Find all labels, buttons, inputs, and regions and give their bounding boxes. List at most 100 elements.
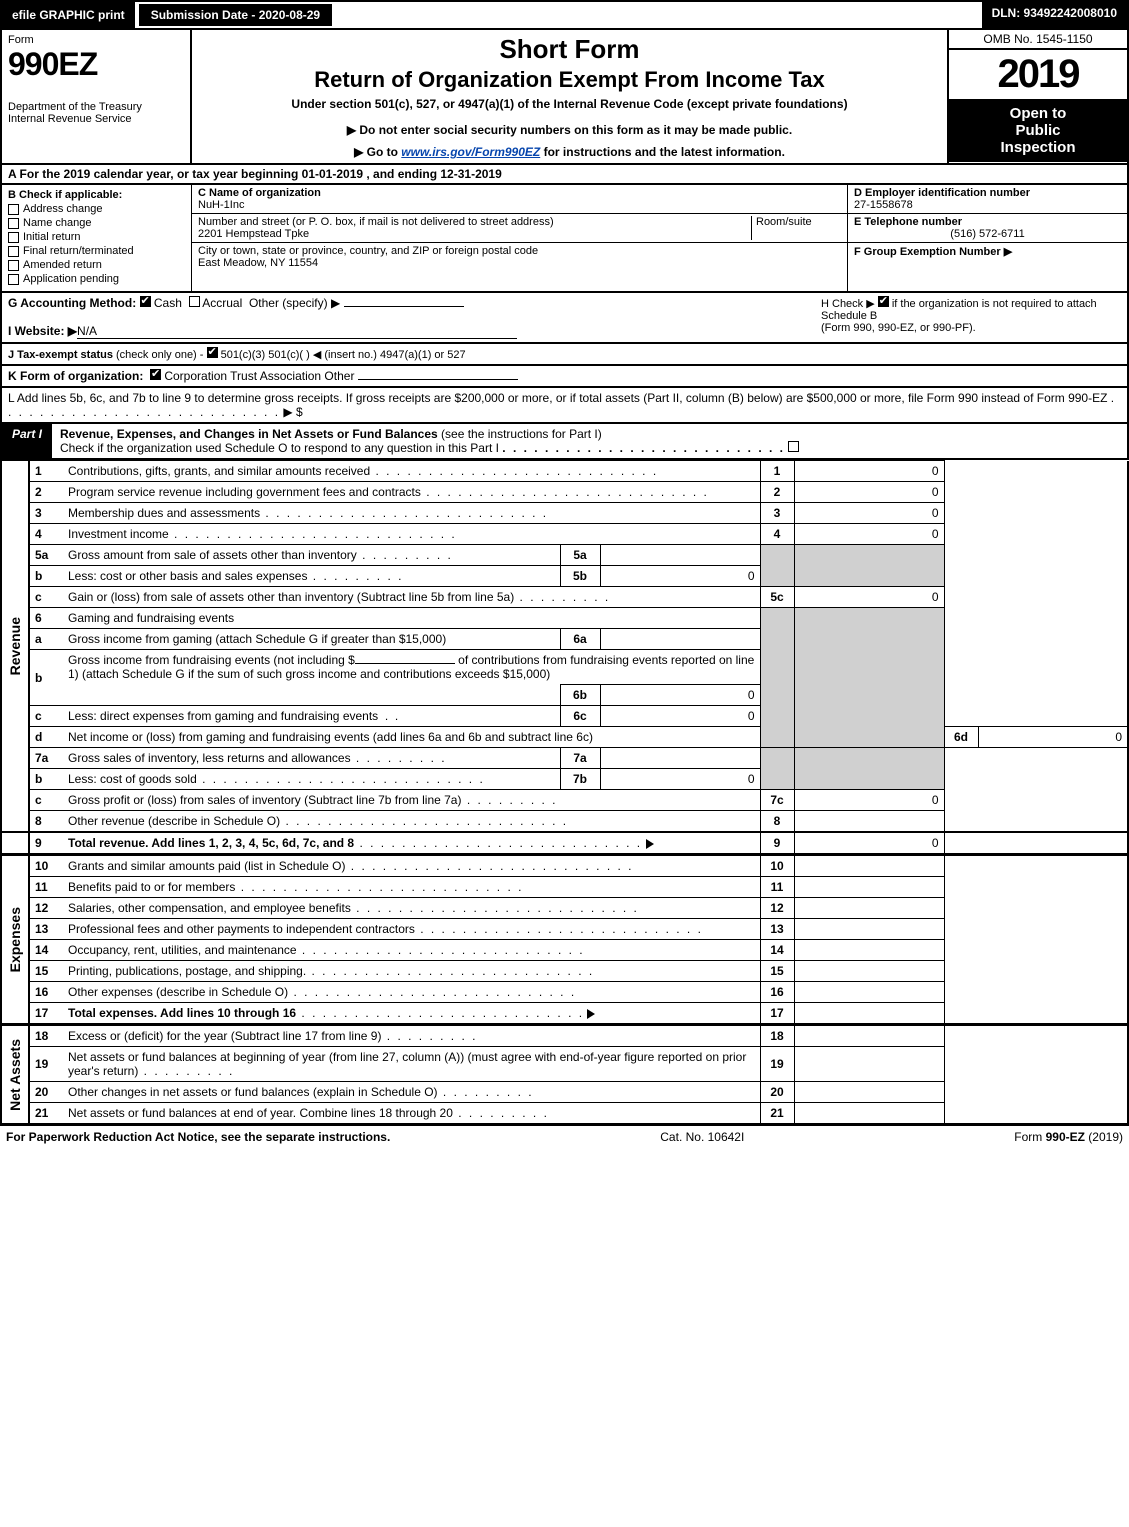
line-19: 19 Net assets or fund balances at beginn… bbox=[1, 1047, 1128, 1082]
line-5c: c Gain or (loss) from sale of assets oth… bbox=[1, 587, 1128, 608]
instructions-link-line: ▶ Go to www.irs.gov/Form990EZ for instru… bbox=[202, 145, 937, 159]
checkbox-icon bbox=[8, 246, 19, 257]
part-1-header: Part I Revenue, Expenses, and Changes in… bbox=[0, 424, 1129, 460]
line-7b: b Less: cost of goods sold 7b 0 bbox=[1, 769, 1128, 790]
line-5b: b Less: cost or other basis and sales ex… bbox=[1, 566, 1128, 587]
l12-amt bbox=[794, 898, 944, 919]
l16-amt bbox=[794, 982, 944, 1003]
l6-grey bbox=[760, 608, 794, 748]
l6b-contrib-input[interactable] bbox=[355, 663, 455, 664]
line-6b-2: 6b 0 bbox=[1, 685, 1128, 706]
link-post: for instructions and the latest informat… bbox=[540, 145, 785, 159]
line-17: 17 Total expenses. Add lines 10 through … bbox=[1, 1003, 1128, 1025]
l6a-amt bbox=[600, 629, 760, 650]
l7a-desc: Gross sales of inventory, less returns a… bbox=[63, 748, 560, 769]
line-13: 13 Professional fees and other payments … bbox=[1, 919, 1128, 940]
chk-schedule-b[interactable] bbox=[878, 296, 889, 307]
line-6c: c Less: direct expenses from gaming and … bbox=[1, 706, 1128, 727]
ein-value: 27-1558678 bbox=[854, 199, 913, 211]
line-1: Revenue 1 Contributions, gifts, grants, … bbox=[1, 461, 1128, 482]
chk-schedule-o[interactable] bbox=[788, 441, 799, 452]
l7-grey-amt bbox=[794, 748, 944, 790]
l14-amt bbox=[794, 940, 944, 961]
g-label: G Accounting Method: bbox=[8, 296, 136, 310]
section-k: K Form of organization: Corporation Trus… bbox=[0, 366, 1129, 388]
l6d-desc: Net income or (loss) from gaming and fun… bbox=[63, 727, 760, 748]
l2-num: 2 bbox=[29, 482, 63, 503]
form-number: 990EZ bbox=[8, 46, 184, 83]
return-title: Return of Organization Exempt From Incom… bbox=[202, 67, 937, 93]
part-1-title-text: Revenue, Expenses, and Changes in Net As… bbox=[60, 427, 438, 441]
l6a-desc: Gross income from gaming (attach Schedul… bbox=[63, 629, 560, 650]
l18-num: 18 bbox=[29, 1025, 63, 1047]
l5c-desc: Gain or (loss) from sale of assets other… bbox=[63, 587, 760, 608]
l8-num: 8 bbox=[29, 811, 63, 833]
chk-label-2: Initial return bbox=[23, 231, 80, 243]
l5b-desc: Less: cost or other basis and sales expe… bbox=[63, 566, 560, 587]
chk-final-return[interactable]: Final return/terminated bbox=[8, 245, 185, 257]
section-f: F Group Exemption Number ▶ bbox=[848, 243, 1127, 291]
expenses-side-label: Expenses bbox=[1, 855, 29, 1025]
h-text1: H Check ▶ bbox=[821, 298, 875, 310]
arrow-icon bbox=[646, 839, 654, 849]
l5c-ref: 5c bbox=[760, 587, 794, 608]
checkbox-icon bbox=[8, 274, 19, 285]
group-exemption-label: F Group Exemption Number ▶ bbox=[854, 246, 1012, 258]
l9-amt: 0 bbox=[794, 832, 944, 855]
chk-address-change[interactable]: Address change bbox=[8, 203, 185, 215]
chk-application-pending[interactable]: Application pending bbox=[8, 273, 185, 285]
section-gh: G Accounting Method: Cash Accrual Other … bbox=[0, 293, 1129, 344]
g-other-input[interactable] bbox=[344, 306, 464, 307]
line-6b-1: b Gross income from fundraising events (… bbox=[1, 650, 1128, 685]
l10-num: 10 bbox=[29, 855, 63, 877]
l10-ref: 10 bbox=[760, 855, 794, 877]
irs-link[interactable]: www.irs.gov/Form990EZ bbox=[401, 145, 540, 159]
l5b-num: b bbox=[29, 566, 63, 587]
chk-cash[interactable] bbox=[140, 296, 151, 307]
dln-label: DLN: 93492242008010 bbox=[982, 2, 1127, 28]
l9-num: 9 bbox=[29, 832, 63, 855]
chk-accrual[interactable] bbox=[189, 296, 200, 307]
open-inspection-badge: Open to Public Inspection bbox=[949, 99, 1127, 162]
l3-num: 3 bbox=[29, 503, 63, 524]
l5-grey-amt bbox=[794, 545, 944, 587]
g-cash: Cash bbox=[154, 296, 182, 310]
l5b-box: 5b bbox=[560, 566, 600, 587]
l14-desc: Occupancy, rent, utilities, and maintena… bbox=[63, 940, 760, 961]
l12-desc: Salaries, other compensation, and employ… bbox=[63, 898, 760, 919]
phone-label: E Telephone number bbox=[854, 216, 962, 228]
chk-501c3[interactable] bbox=[207, 347, 218, 358]
l15-desc: Printing, publications, postage, and shi… bbox=[63, 961, 760, 982]
line-6d: d Net income or (loss) from gaming and f… bbox=[1, 727, 1128, 748]
k-other-input[interactable] bbox=[358, 379, 518, 380]
checkbox-icon bbox=[8, 232, 19, 243]
l8-ref: 8 bbox=[760, 811, 794, 833]
ssn-note: ▶ Do not enter social security numbers o… bbox=[202, 123, 937, 137]
l9-desc: Total revenue. Add lines 1, 2, 3, 4, 5c,… bbox=[63, 832, 760, 855]
l9-ref: 9 bbox=[760, 832, 794, 855]
chk-initial-return[interactable]: Initial return bbox=[8, 231, 185, 243]
l18-desc: Excess or (deficit) for the year (Subtra… bbox=[63, 1025, 760, 1047]
section-l: L Add lines 5b, 6c, and 7b to line 9 to … bbox=[0, 388, 1129, 424]
chk-corporation[interactable] bbox=[150, 369, 161, 380]
l21-num: 21 bbox=[29, 1103, 63, 1125]
chk-name-change[interactable]: Name change bbox=[8, 217, 185, 229]
l7a-amt bbox=[600, 748, 760, 769]
l6c-desc: Less: direct expenses from gaming and fu… bbox=[63, 706, 560, 727]
section-j: J Tax-exempt status (check only one) - 5… bbox=[0, 344, 1129, 366]
l8-desc: Other revenue (describe in Schedule O) bbox=[63, 811, 760, 833]
footer: For Paperwork Reduction Act Notice, see … bbox=[0, 1125, 1129, 1148]
l16-desc: Other expenses (describe in Schedule O) bbox=[63, 982, 760, 1003]
line-2: 2 Program service revenue including gove… bbox=[1, 482, 1128, 503]
revenue-side-label: Revenue bbox=[1, 461, 29, 833]
efile-print-button[interactable]: efile GRAPHIC print bbox=[2, 2, 137, 28]
row-a-tax-year: A For the 2019 calendar year, or tax yea… bbox=[0, 165, 1129, 185]
l13-num: 13 bbox=[29, 919, 63, 940]
l3-amt: 0 bbox=[794, 503, 944, 524]
chk-label-1: Name change bbox=[23, 217, 92, 229]
footer-mid: Cat. No. 10642I bbox=[660, 1130, 744, 1144]
chk-amended-return[interactable]: Amended return bbox=[8, 259, 185, 271]
l19-amt bbox=[794, 1047, 944, 1082]
l20-amt bbox=[794, 1082, 944, 1103]
l19-num: 19 bbox=[29, 1047, 63, 1082]
